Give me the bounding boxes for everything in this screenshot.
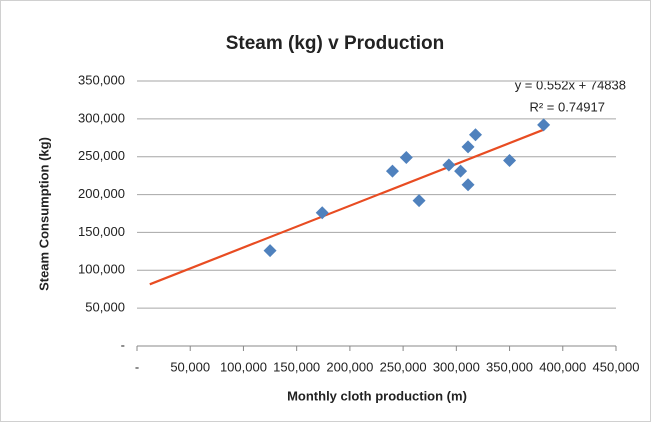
trendline	[149, 128, 545, 286]
y-tick-label: 250,000	[78, 148, 125, 163]
y-tick-label: 50,000	[85, 300, 125, 315]
x-tick-label: 100,000	[220, 359, 267, 374]
data-point	[385, 164, 399, 178]
y-tick-label: 200,000	[78, 186, 125, 201]
trend-r-squared: R² = 0.74917	[529, 99, 605, 114]
x-tick-label: 450,000	[593, 359, 640, 374]
y-axis-title: Steam Consumption (kg)	[36, 137, 51, 291]
x-axis-title: Monthly cloth production (m)	[287, 388, 467, 403]
data-point	[412, 194, 426, 208]
data-point	[263, 244, 277, 258]
y-tick-label: 300,000	[78, 110, 125, 125]
data-point	[315, 206, 329, 220]
data-point	[399, 150, 413, 164]
y-tick-label: 150,000	[78, 224, 125, 239]
y-tick-label: 350,000	[78, 72, 125, 87]
x-tick-label: 250,000	[380, 359, 427, 374]
x-tick-label: 400,000	[539, 359, 586, 374]
x-tick-label: -	[135, 359, 139, 374]
data-point	[442, 158, 456, 172]
x-tick-label: 350,000	[486, 359, 533, 374]
data-point	[468, 128, 482, 142]
x-tick-label: 200,000	[326, 359, 373, 374]
x-tick-label: 50,000	[170, 359, 210, 374]
trend-equation: y = 0.552x + 74838	[515, 77, 626, 92]
y-tick-label: 100,000	[78, 262, 125, 277]
data-point	[461, 140, 475, 154]
chart-title: Steam (kg) v Production	[226, 33, 445, 54]
data-point	[454, 164, 468, 178]
y-tick-label: -	[121, 337, 125, 352]
x-tick-label: 300,000	[433, 359, 480, 374]
x-tick-label: 150,000	[273, 359, 320, 374]
data-point	[537, 118, 551, 132]
data-point	[461, 178, 475, 192]
data-point	[503, 154, 517, 167]
